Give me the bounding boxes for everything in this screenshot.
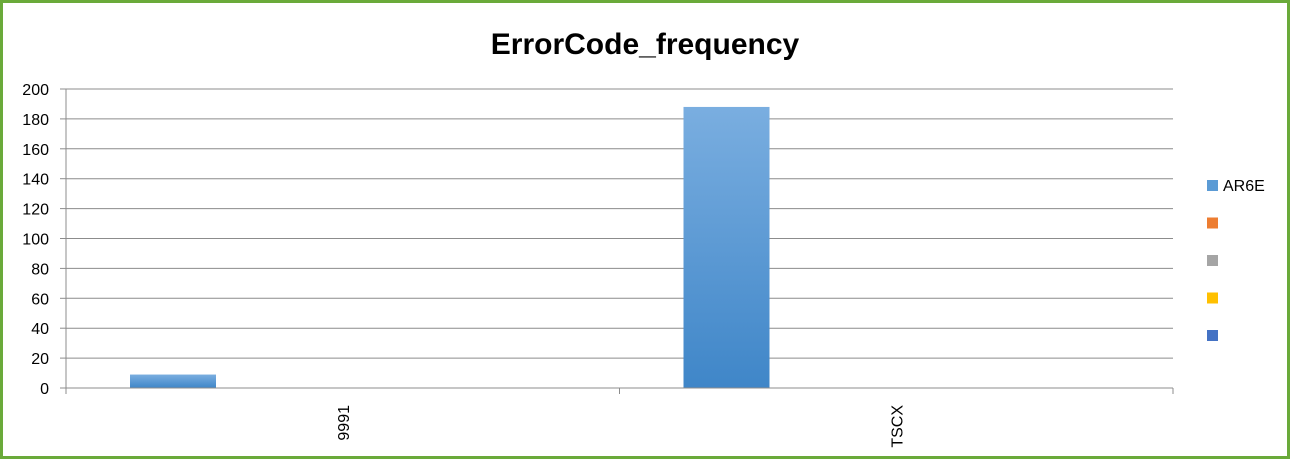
x-tick-label: 9991 (336, 405, 353, 441)
bars (130, 106, 770, 388)
axes (65, 89, 1174, 394)
y-tick-label: 60 (31, 291, 49, 308)
y-tick-label: 140 (22, 172, 49, 189)
y-tick-label: 100 (22, 232, 49, 249)
y-tick-label: 160 (22, 142, 49, 159)
x-tick-label: TSCX (889, 405, 906, 448)
y-tick-label: 200 (22, 82, 49, 99)
grid-lines (66, 88, 1173, 359)
legend-label: AR6E (1223, 178, 1265, 195)
y-tick-label: 180 (22, 112, 49, 129)
y-axis-ticks: 0 20 40 60 80 100 120 140 160 180 200 (22, 82, 66, 398)
legend-swatch (1207, 255, 1218, 266)
bar-9991 (130, 374, 216, 388)
legend: AR6E (1207, 178, 1265, 341)
y-tick-label: 40 (31, 321, 49, 338)
y-tick-label: 0 (40, 381, 49, 398)
legend-swatch (1207, 217, 1218, 229)
y-tick-label: 80 (31, 261, 49, 278)
legend-swatch (1207, 330, 1218, 341)
x-axis-ticks: 9991 TSCX (336, 405, 907, 448)
bar-TSCX (683, 106, 770, 388)
y-tick-label: 20 (31, 351, 49, 368)
chart-title: ErrorCode_frequency (491, 28, 800, 61)
legend-swatch (1207, 180, 1218, 191)
legend-swatch (1207, 292, 1218, 304)
y-tick-label: 120 (22, 202, 49, 219)
